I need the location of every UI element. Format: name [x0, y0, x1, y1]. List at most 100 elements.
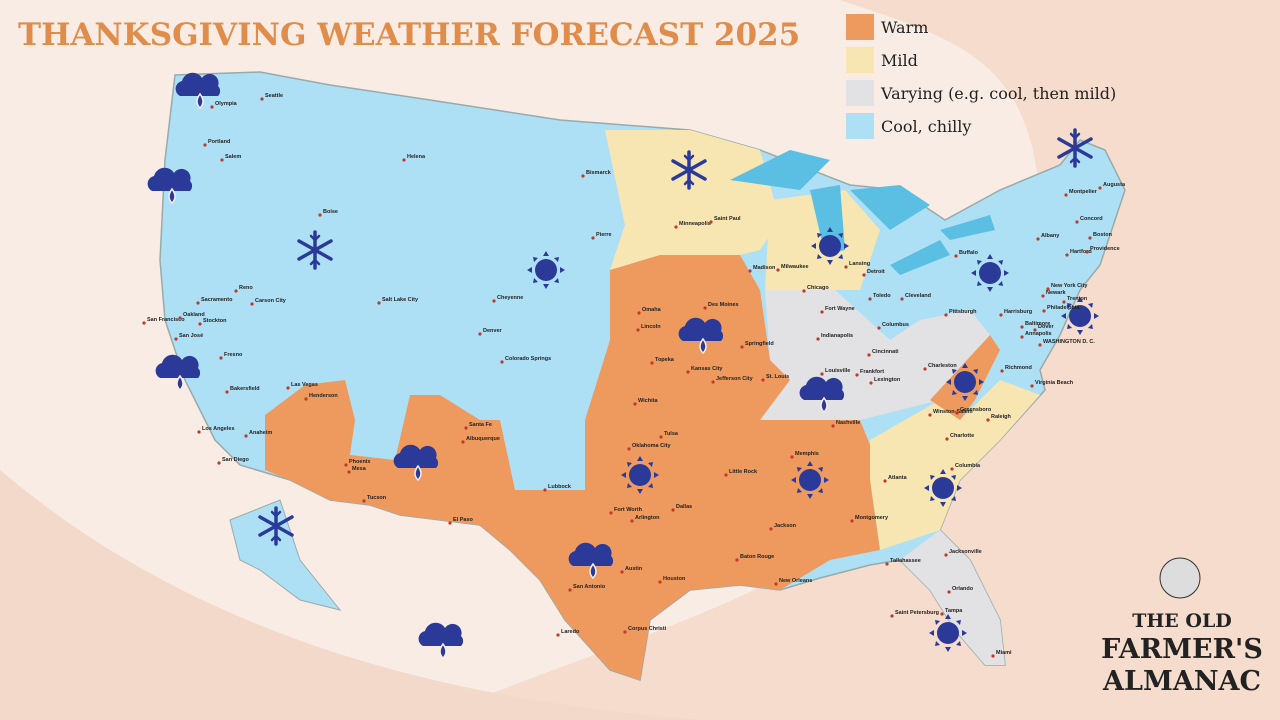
city-dot — [220, 158, 224, 162]
city-label: Saint Petersburg — [895, 610, 939, 616]
city-label: San Antonio — [573, 584, 606, 590]
alaska — [229, 499, 342, 611]
city-label: Albany — [1041, 233, 1060, 239]
city-label: Atlanta — [888, 475, 908, 481]
city-dot — [740, 345, 744, 349]
city-label: Baltimore — [1025, 321, 1050, 327]
almanac-logo — [1159, 557, 1201, 599]
city-dot — [769, 527, 773, 531]
city-dot — [633, 402, 637, 406]
city-dot — [234, 289, 238, 293]
city-dot — [890, 614, 894, 618]
city-label: San Diego — [222, 457, 250, 463]
city-dot — [650, 361, 654, 365]
city-dot — [196, 301, 200, 305]
city-dot — [304, 397, 308, 401]
city-dot — [776, 268, 780, 272]
city-label: Charleston — [928, 363, 957, 369]
city-label: Hartford — [1070, 249, 1092, 255]
city-dot — [250, 302, 254, 306]
city-dot — [581, 174, 585, 178]
city-label: Tucson — [367, 495, 387, 501]
city-dot — [543, 488, 547, 492]
city-dot — [659, 435, 663, 439]
city-dot — [1036, 237, 1040, 241]
city-dot — [1085, 250, 1089, 254]
city-dot — [244, 434, 248, 438]
city-dot — [623, 630, 627, 634]
city-label: Reno — [239, 285, 253, 291]
city-dot — [627, 447, 631, 451]
city-label: Oakland — [183, 312, 205, 318]
city-label: Arlington — [635, 515, 660, 521]
city-dot — [774, 582, 778, 586]
city-dot — [850, 519, 854, 523]
city-dot — [203, 143, 207, 147]
city-dot — [709, 220, 713, 224]
city-label: Madison — [753, 265, 776, 271]
legend: Warm Mild Varying (e.g. cool, then mild) Co… — [846, 14, 1116, 139]
legend-swatch — [846, 80, 874, 106]
legend-swatch — [846, 113, 874, 139]
city-label: Mesa — [352, 466, 367, 472]
legend-swatch — [846, 47, 874, 73]
city-label: Austin — [625, 566, 643, 572]
city-label: Santa Fe — [469, 422, 492, 428]
city-label: Cheyenne — [497, 295, 523, 301]
city-label: Montgomery — [855, 515, 889, 521]
city-dot — [954, 254, 958, 258]
city-dot — [142, 321, 146, 325]
city-label: St. Louis — [766, 374, 789, 380]
city-dot — [210, 105, 214, 109]
city-label: Miami — [996, 650, 1012, 656]
city-label: Jefferson City — [716, 376, 754, 382]
city-dot — [556, 633, 560, 637]
legend-label: Cool, chilly — [881, 117, 971, 136]
city-label: Nashville — [836, 420, 860, 426]
city-label: Raleigh — [991, 414, 1012, 420]
city-label: Carson City — [255, 298, 287, 304]
city-label: Baton Rouge — [740, 554, 774, 560]
city-label: Laredo — [561, 629, 580, 635]
city-dot — [568, 588, 572, 592]
city-dot — [492, 299, 496, 303]
city-label: Colorado Springs — [505, 356, 551, 362]
city-label: San Francisco — [147, 317, 185, 323]
city-dot — [950, 467, 954, 471]
city-label: Detroit — [867, 269, 885, 275]
city-label: Memphis — [795, 451, 819, 457]
city-label: Corpus Christi — [628, 626, 667, 632]
city-label: Pittsburgh — [949, 309, 977, 315]
city-label: Springfield — [745, 341, 774, 347]
city-label: Olympia — [215, 101, 238, 107]
city-label: Providence — [1090, 246, 1120, 252]
legend-label: Warm — [881, 18, 928, 37]
city-dot — [1038, 343, 1042, 347]
city-dot — [1042, 309, 1046, 313]
city-dot — [198, 322, 202, 326]
city-label: Boston — [1093, 232, 1113, 238]
great-lakes — [730, 150, 995, 275]
city-label: Milwaukee — [781, 264, 809, 270]
city-label: Fort Wayne — [825, 306, 855, 312]
city-dot — [377, 301, 381, 305]
city-dot — [1041, 294, 1045, 298]
city-dot — [448, 521, 452, 525]
city-dot — [748, 269, 752, 273]
legend-label: Varying (e.g. cool, then mild) — [880, 84, 1116, 103]
city-label: Fresno — [224, 352, 243, 358]
city-dot — [944, 553, 948, 557]
city-dot — [630, 519, 634, 523]
city-label: Orlando — [952, 586, 974, 592]
city-label: Cleveland — [905, 293, 931, 299]
city-dot — [686, 370, 690, 374]
legend-swatch — [846, 14, 874, 40]
city-dot — [1020, 325, 1024, 329]
city-label: Phoenix — [349, 459, 371, 465]
city-dot — [1075, 220, 1079, 224]
city-dot — [658, 580, 662, 584]
city-dot — [1046, 287, 1050, 291]
city-dot — [883, 479, 887, 483]
